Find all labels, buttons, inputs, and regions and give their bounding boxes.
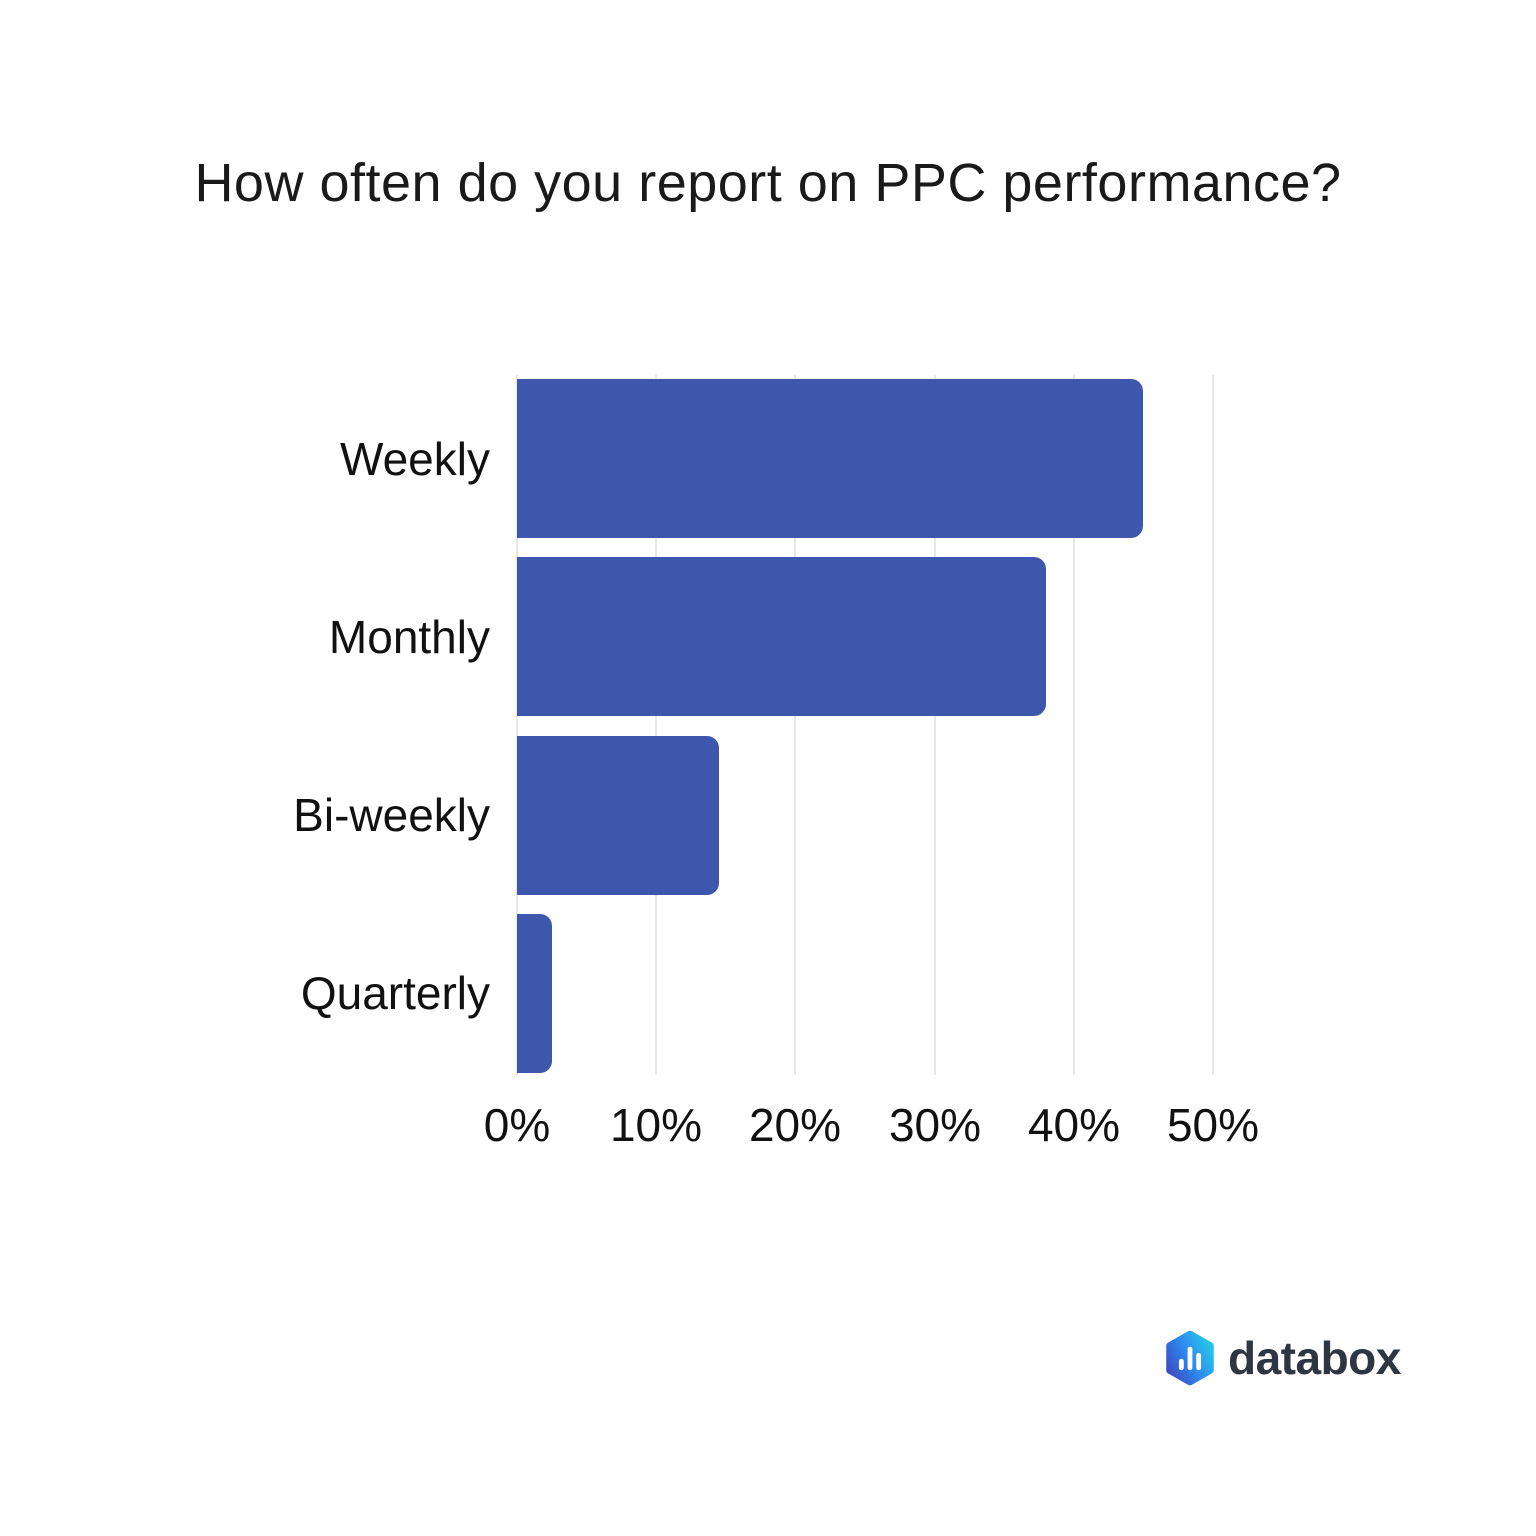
- category-label-bi-weekly: Bi-weekly: [293, 789, 490, 841]
- gridline-50%: [1212, 375, 1214, 1075]
- gridline-0%: [516, 375, 518, 1075]
- category-label-quarterly: Quarterly: [300, 967, 490, 1019]
- bar-quarterly: [517, 914, 552, 1073]
- bar-bi-weekly: [517, 736, 719, 895]
- tick-label-20%: 20%: [748, 1099, 842, 1151]
- gridline-20%: [794, 375, 797, 1075]
- category-label-monthly: Monthly: [328, 611, 490, 663]
- gridline-10%: [655, 375, 658, 1075]
- logo-bar-medium: [1196, 1352, 1202, 1371]
- tick-label-40%: 40%: [1027, 1099, 1121, 1151]
- tick-label-50%: 50%: [1166, 1099, 1260, 1151]
- bar-weekly: [517, 379, 1144, 538]
- bar-monthly: [517, 557, 1046, 716]
- gridline-30%: [933, 375, 936, 1075]
- tick-label-10%: 10%: [609, 1099, 703, 1151]
- plot-area: [516, 375, 1214, 1075]
- tick-label-0%: 0%: [483, 1099, 551, 1151]
- chart-title: How often do you report on PPC performan…: [194, 153, 1342, 213]
- logo-bar-small: [1178, 1358, 1184, 1371]
- tick-label-30%: 30%: [888, 1099, 982, 1151]
- gridline-40%: [1072, 375, 1075, 1075]
- databox-wordmark: databox: [1228, 1332, 1401, 1384]
- category-label-weekly: Weekly: [340, 433, 490, 485]
- logo-bar-tall: [1187, 1346, 1193, 1371]
- databox-hexagon-bar-chart-icon: [1166, 1330, 1214, 1386]
- databox-logo: databox: [1166, 1330, 1401, 1386]
